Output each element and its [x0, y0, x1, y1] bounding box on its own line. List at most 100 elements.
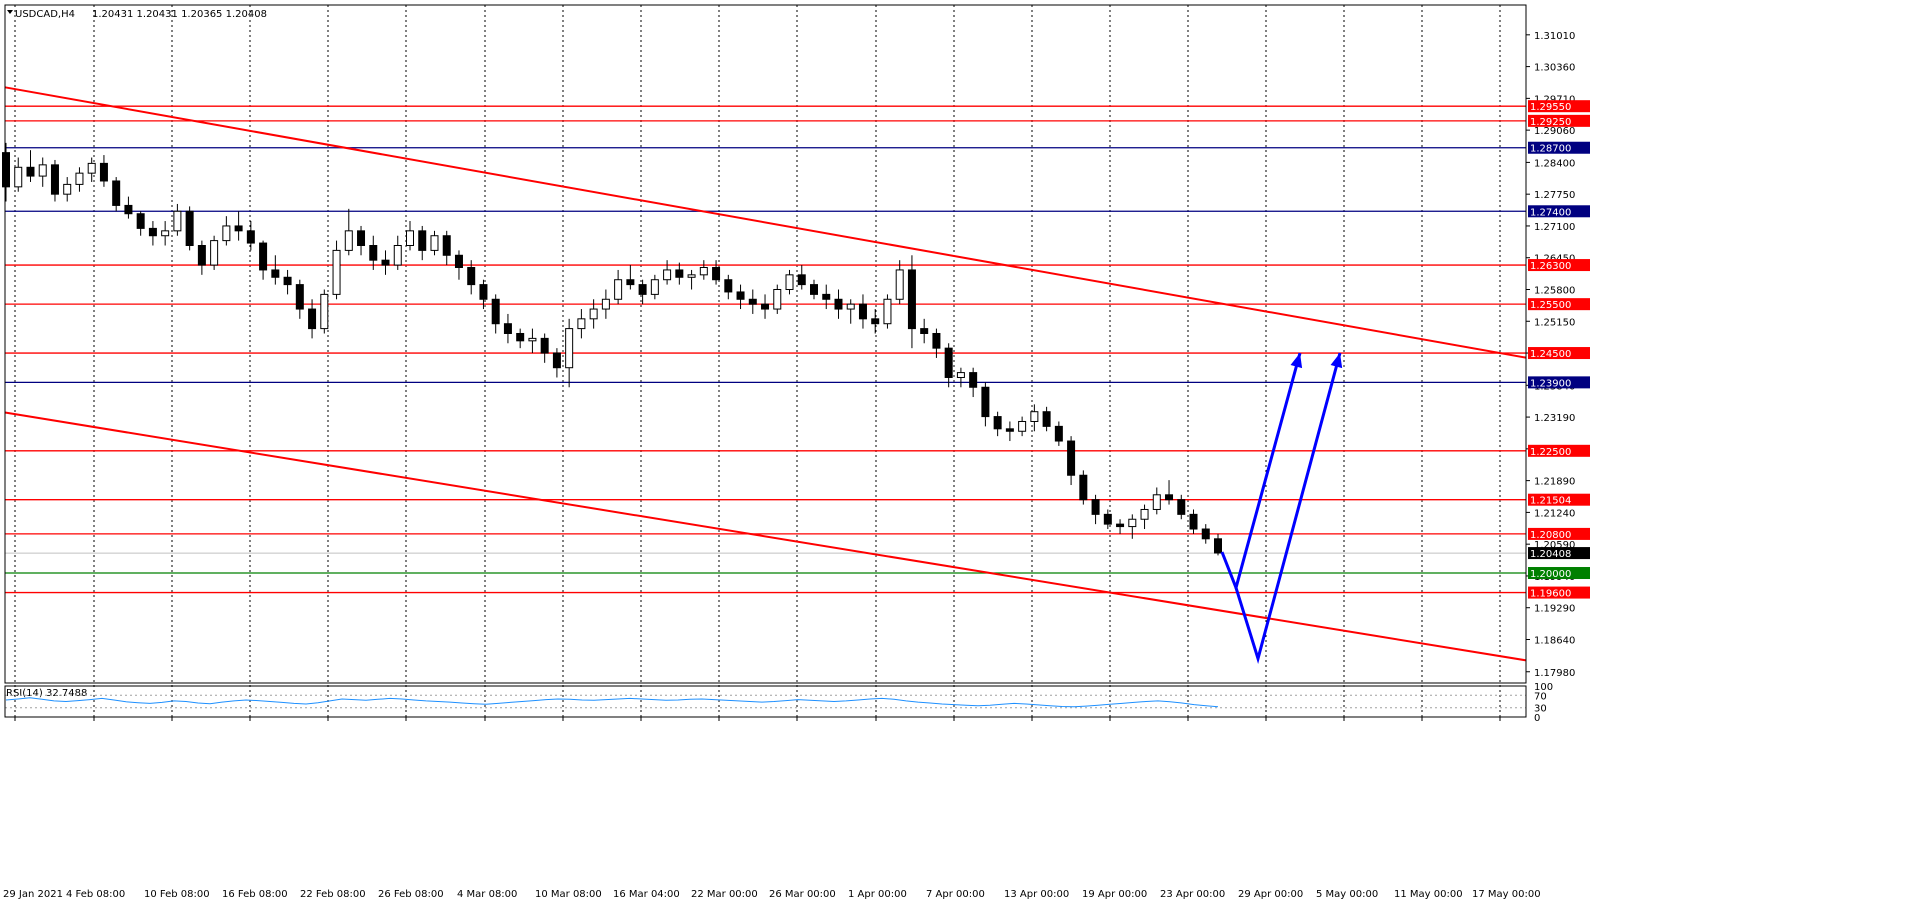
y-tick-label: 1.19290 [1534, 604, 1575, 615]
level-tag [1528, 376, 1590, 389]
candle-body [540, 337, 549, 354]
candle-body [748, 298, 757, 305]
level-tag [1528, 567, 1590, 580]
candle-body [75, 172, 84, 185]
candle-body [601, 298, 610, 310]
candle-body [491, 298, 500, 325]
candle-body [503, 323, 512, 334]
level-tag-label: 1.21504 [1530, 496, 1571, 507]
candle-body [565, 328, 574, 369]
candle-body [920, 328, 929, 334]
x-tick-label: 5 May 00:00 [1316, 889, 1378, 900]
current-price-label: 1.20408 [1530, 549, 1571, 560]
candle-body [381, 259, 390, 266]
candle-body [552, 352, 561, 369]
projection-arrow-path-2 [1234, 352, 1342, 664]
level-tag [1528, 141, 1590, 154]
candle-body [210, 240, 219, 266]
level-tag [1528, 527, 1590, 540]
level-tag-label: 1.28700 [1530, 144, 1571, 155]
level-tag-label: 1.26300 [1530, 261, 1571, 272]
channel-lower-line [4, 411, 1527, 662]
level-tag-label: 1.24500 [1530, 349, 1571, 360]
chart-title: USDCAD,H4 1.20431 1.20431 1.20365 1.2040… [7, 9, 267, 20]
candle-body [981, 386, 990, 418]
x-tick-label: 26 Mar 00:00 [769, 889, 836, 900]
candle-body [1079, 474, 1088, 501]
candle-body [785, 274, 794, 290]
x-tick-label: 16 Feb 08:00 [222, 889, 288, 900]
rsi-scale-label: 0 [1534, 713, 1540, 724]
candle-body [1140, 508, 1149, 520]
price-tags: 1.29550 1.29250 1.28700 1.27400 1.26300 1.255… [1528, 100, 1590, 600]
y-tick-label: 1.17980 [1534, 668, 1575, 679]
candle-body [161, 230, 170, 237]
main-plot-frame [4, 4, 1527, 684]
candle-body [822, 293, 831, 300]
candle-body [1067, 440, 1076, 476]
candlesticks [2, 142, 1222, 556]
y-tick-label: 1.29710 [1534, 94, 1575, 105]
y-tick-label: 1.28400 [1534, 158, 1575, 169]
candle-body [271, 269, 280, 278]
candle-body [932, 332, 941, 349]
candle-body [993, 416, 1002, 430]
x-tick-label: 29 Apr 00:00 [1238, 889, 1303, 900]
candle-body [1189, 513, 1198, 530]
dropdown-triangle-icon[interactable] [7, 10, 13, 14]
candle-body [369, 245, 378, 261]
candle-body [283, 276, 292, 286]
current-price-tag [1528, 547, 1590, 560]
x-tick-label: 17 May 00:00 [1472, 889, 1541, 900]
candle-body [956, 372, 965, 378]
level-tag [1528, 114, 1590, 127]
candle-body [1005, 428, 1014, 432]
x-tick-label: 29 Jan 2021 [3, 889, 63, 900]
horizontal-levels [5, 105, 1526, 594]
candle-body [406, 230, 414, 247]
rsi-scale-label: 100 [1534, 682, 1553, 693]
candle-body [124, 204, 133, 215]
rsi-label: RSI(14) 32.7488 [6, 688, 87, 699]
candle-body [173, 210, 182, 232]
rsi-scale-label: 70 [1534, 691, 1547, 702]
candle-body [736, 291, 745, 300]
candle-body [883, 298, 892, 325]
y-tick-label: 1.23190 [1534, 413, 1575, 424]
y-tick-label: 1.21240 [1534, 508, 1575, 519]
x-tick-label: 26 Feb 08:00 [378, 889, 444, 900]
candle-body [295, 284, 304, 310]
x-tick-label: 10 Mar 08:00 [535, 889, 602, 900]
candle-body [1177, 499, 1186, 515]
candle-body [26, 166, 35, 177]
candle-body [1214, 538, 1222, 554]
candle-body [2, 152, 10, 188]
candle-body [516, 332, 525, 342]
level-tag-label: 1.19600 [1530, 589, 1571, 600]
candle-body [846, 303, 855, 310]
candle-body [357, 230, 366, 247]
candle-body [626, 279, 635, 286]
candle-body [761, 303, 770, 310]
candle-body [1201, 528, 1210, 540]
y-tick-label: 1.30360 [1534, 63, 1575, 74]
level-tag [1528, 205, 1590, 218]
ohlc-values: 1.20431 1.20431 1.20365 1.20408 [92, 9, 267, 20]
projection-arrows [1220, 352, 1343, 664]
level-tag-label: 1.29250 [1530, 117, 1571, 128]
candle-body [969, 372, 978, 388]
y-tick-label: 1.21890 [1534, 477, 1575, 488]
candle-body [38, 164, 47, 177]
candle-body [663, 269, 672, 281]
candle-body [454, 254, 463, 268]
rsi-line [5, 697, 1219, 708]
candle-body [344, 230, 353, 251]
level-tag [1528, 444, 1590, 457]
y-tick-label: 1.18640 [1534, 635, 1575, 646]
candle-body [1152, 494, 1161, 510]
candle-body [1165, 494, 1174, 501]
candle-body [234, 225, 243, 232]
candle-body [50, 164, 59, 195]
